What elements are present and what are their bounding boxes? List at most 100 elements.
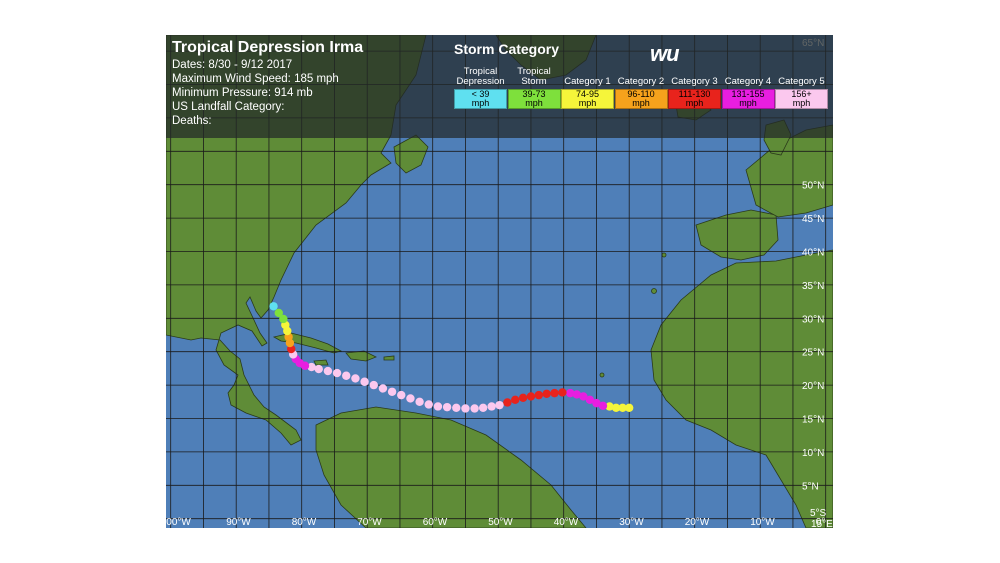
- legend-item-text: Tropical Storm: [517, 66, 551, 87]
- canaries: [651, 288, 657, 294]
- track-point: [592, 398, 601, 408]
- azores: [661, 252, 667, 258]
- legend-item-label: Tropical Depression: [454, 65, 507, 87]
- legend-swatch: 96-110 mph: [614, 89, 668, 109]
- track-point: [433, 402, 443, 411]
- legend-range: 131-155: [731, 88, 765, 99]
- track-point: [478, 403, 488, 413]
- track-point: [598, 401, 608, 411]
- legend-swatch: 39-73 mph: [507, 89, 561, 109]
- latitude-label: 50°N: [802, 181, 824, 192]
- track-point: [342, 371, 351, 380]
- corner-label: 5°S: [810, 508, 827, 519]
- wu-logo-icon: wu: [650, 41, 680, 66]
- storm-landfall: US Landfall Category:: [172, 101, 285, 113]
- legend-unit: mph: [578, 98, 597, 108]
- track-point: [397, 390, 406, 400]
- legend-item-label: Category 3: [668, 65, 721, 87]
- storm-track: [269, 302, 634, 413]
- track-point: [518, 393, 528, 402]
- track-point: [378, 384, 388, 393]
- track-point: [269, 302, 278, 311]
- storm-deaths: Deaths:: [172, 115, 212, 127]
- latitude-label: 10°N: [802, 448, 824, 459]
- legend-item: Category 1 74-95 mph: [561, 65, 614, 109]
- track-point: [511, 395, 520, 404]
- track-point: [279, 314, 288, 324]
- track-point: [323, 366, 333, 376]
- legend-swatch: 111-130 mph: [668, 89, 721, 109]
- info-panel: Tropical Depression Irma Dates: 8/30 - 9…: [166, 35, 833, 138]
- track-point: [452, 403, 461, 413]
- storm-track-map: 100°W 90°W 80°W 70°W 60°W 50°W 40°W 30°W 20°W 10°…: [166, 35, 833, 528]
- cape-verde: [599, 372, 605, 378]
- storm-info: Tropical Depression Irma Dates: 8/30 - 9…: [172, 38, 363, 128]
- track-point: [369, 380, 378, 390]
- latitude-label: 15°N: [802, 415, 824, 426]
- storm-min-pressure: Minimum Pressure: 914 mb: [172, 87, 313, 99]
- track-point: [534, 390, 544, 400]
- legend-range: 156+: [791, 88, 812, 99]
- track-point: [415, 397, 424, 406]
- legend-swatch: < 39 mph: [454, 89, 507, 109]
- longitude-label: 90°W: [226, 517, 251, 528]
- legend-item-label: Category 4: [722, 65, 775, 87]
- legend-item: Tropical Depression < 39 mph: [454, 65, 507, 109]
- track-point: [307, 362, 316, 372]
- track-point: [526, 392, 536, 401]
- legend-range: 74-95: [575, 88, 600, 99]
- track-point: [495, 400, 504, 410]
- legend-item-text: Category 1: [564, 76, 611, 87]
- latitude-label: 5°N: [802, 481, 819, 492]
- graticule-labels: 100°W 90°W 80°W 70°W 60°W 50°W 40°W 30°W 20°W 10°…: [166, 38, 833, 528]
- track-point: [625, 403, 634, 413]
- legend-item-text: Category 4: [724, 76, 772, 87]
- track-point: [424, 400, 433, 409]
- track-point: [487, 402, 496, 411]
- legend-item: Tropical Storm 39-73 mph: [507, 65, 561, 109]
- track-point: [274, 308, 283, 318]
- legend: Tropical Depression < 39 mph Tropical Storm…: [454, 65, 829, 109]
- track-point: [542, 389, 551, 398]
- track-point: [558, 388, 567, 397]
- legend-swatch: 74-95 mph: [561, 89, 614, 109]
- track-point: [351, 374, 360, 383]
- legend-unit: mph: [792, 98, 811, 108]
- latitude-label: 45°N: [802, 214, 824, 225]
- legend-unit: mph: [739, 98, 757, 108]
- legend-item-text: Category 2: [617, 76, 665, 87]
- track-point: [566, 388, 575, 398]
- legend-item-label: Tropical Storm: [508, 65, 561, 87]
- track-point: [579, 392, 588, 401]
- longitude-label: 60°W: [423, 517, 448, 528]
- legend-unit: mph: [471, 98, 490, 108]
- latitude-label: 25°N: [802, 348, 824, 359]
- storm-title: Tropical Depression Irma: [172, 39, 364, 56]
- legend-item: Category 2 96-110 mph: [614, 65, 668, 109]
- jamaica: [313, 359, 329, 366]
- latitude-label: 40°N: [802, 248, 824, 259]
- track-point: [611, 403, 621, 413]
- storm-max-wind: Maximum Wind Speed: 185 mph: [172, 73, 339, 85]
- legend-item-text: Tropical Depression: [456, 66, 505, 87]
- legend-range: < 39: [471, 88, 490, 99]
- legend-range: 111-130: [678, 88, 711, 99]
- track-point: [572, 390, 581, 399]
- track-point: [618, 403, 627, 413]
- track-point: [585, 395, 595, 404]
- storm-dates: Dates: 8/30 - 9/12 2017: [172, 59, 293, 71]
- legend-item-label: Category 5: [775, 65, 828, 87]
- africa: [650, 249, 833, 528]
- corner-label: 15°E: [811, 519, 833, 528]
- latitude-label: 35°N: [802, 281, 824, 292]
- legend-swatch: 156+ mph: [775, 89, 828, 109]
- track-point: [406, 394, 415, 403]
- longitude-label: 80°W: [292, 517, 317, 528]
- track-point: [550, 388, 559, 398]
- longitude-label: 0°: [816, 517, 826, 528]
- iberia: [695, 209, 779, 261]
- legend-unit: mph: [632, 98, 650, 108]
- legend-item-label: Category 2: [615, 65, 668, 87]
- legend-title: Storm Category: [454, 41, 560, 57]
- longitude-label: 20°W: [685, 517, 710, 528]
